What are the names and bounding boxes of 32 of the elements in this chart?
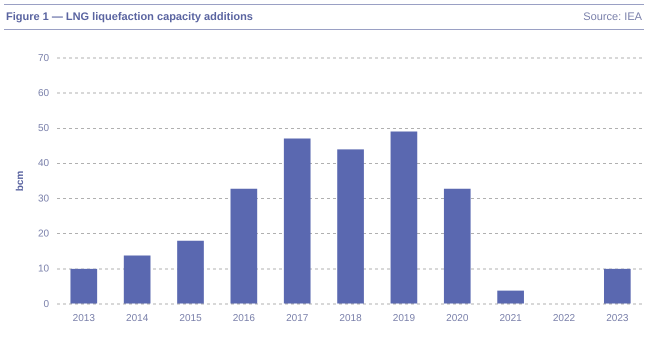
y-axis-title: bcm bbox=[14, 170, 26, 192]
chart-title: Figure 1 — LNG liquefaction capacity additions bbox=[5, 11, 253, 23]
source-note: Source: IEA bbox=[583, 11, 643, 23]
x-tick-label: 2014 bbox=[126, 312, 149, 324]
x-tick-label: 2016 bbox=[232, 312, 256, 324]
y-tick-label: 70 bbox=[38, 52, 50, 64]
y-tick-label: 50 bbox=[38, 123, 50, 134]
y-tick-label: 10 bbox=[38, 264, 50, 275]
bar bbox=[337, 149, 364, 304]
y-tick-label: 60 bbox=[38, 88, 50, 99]
x-tick-label: 2013 bbox=[72, 312, 96, 324]
y-tick-label: 20 bbox=[38, 228, 50, 240]
x-tick-label: 2017 bbox=[286, 312, 309, 324]
x-tick-label: 2015 bbox=[179, 312, 202, 324]
bar bbox=[444, 188, 471, 304]
y-tick-label: 0 bbox=[44, 298, 50, 310]
x-tick-label: 2022 bbox=[552, 312, 576, 324]
y-tick-label: 30 bbox=[38, 193, 50, 204]
x-tick-label: 2018 bbox=[339, 312, 362, 324]
bar bbox=[230, 188, 258, 304]
x-tick-label: 2021 bbox=[499, 312, 522, 324]
bar bbox=[177, 240, 204, 304]
x-tick-label: 2023 bbox=[606, 312, 629, 324]
bar bbox=[284, 138, 311, 304]
bar bbox=[390, 131, 418, 304]
bar bbox=[70, 268, 98, 304]
bar bbox=[604, 268, 631, 304]
x-tick-label: 2019 bbox=[392, 312, 416, 324]
bar bbox=[497, 290, 524, 304]
bar bbox=[124, 256, 150, 304]
x-tick-label: 2020 bbox=[446, 312, 469, 324]
y-tick-label: 40 bbox=[38, 158, 50, 170]
